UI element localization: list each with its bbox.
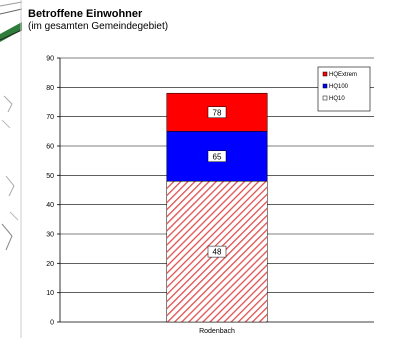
data-label-box [207, 106, 227, 119]
data-label: 78 [213, 108, 222, 117]
background-map-strip [0, 0, 22, 338]
data-label: 65 [213, 152, 222, 161]
map-fragment [0, 0, 22, 338]
legend-label: HQExtrem [329, 72, 357, 78]
y-tick-label: 10 [46, 290, 54, 297]
legend-label: HQ10 [329, 96, 345, 102]
y-tick-label: 90 [46, 56, 54, 63]
y-tick-label: 40 [46, 202, 54, 209]
chart-title: Betroffene Einwohner [28, 8, 143, 20]
y-tick-label: 80 [46, 85, 54, 92]
chart-panel: Betroffene Einwohner (im gesamten Gemein… [22, 0, 413, 338]
chart-subtitle: (im gesamten Gemeindegebiet) [28, 21, 169, 32]
legend-swatch-hqextrem [322, 71, 328, 77]
y-tick-label: 30 [46, 232, 54, 239]
y-tick-label: 50 [46, 173, 54, 180]
data-label-box [207, 150, 227, 163]
legend-swatch-hq100 [322, 83, 328, 89]
y-tick-label: 20 [46, 261, 54, 268]
data-label-box [207, 245, 227, 258]
x-tick-label: Rodenbach [199, 328, 235, 335]
legend-swatch-hq10 [322, 95, 328, 101]
y-tick-label: 0 [50, 320, 54, 327]
stacked-bar-chart: 0 10 20 30 40 50 60 70 80 90 48 65 78 Rodenbach HQEx… [46, 56, 374, 335]
y-tick-label: 60 [46, 144, 54, 151]
y-tick-label: 70 [46, 114, 54, 121]
data-label: 48 [213, 248, 222, 257]
legend-label: HQ100 [329, 84, 349, 90]
